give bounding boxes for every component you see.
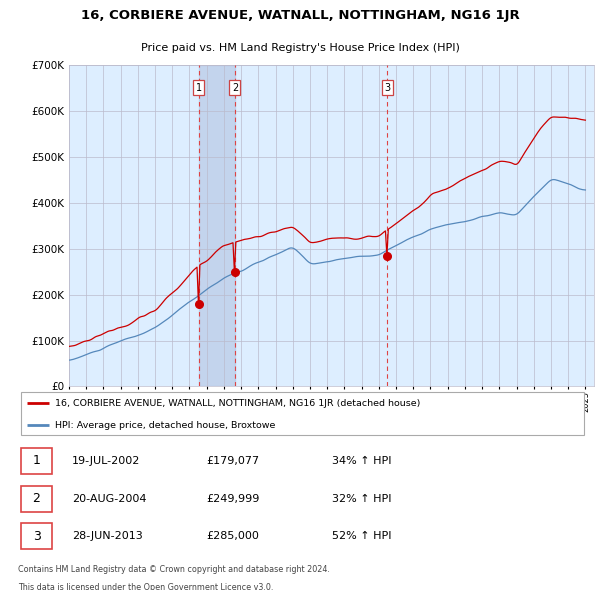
Text: 16, CORBIERE AVENUE, WATNALL, NOTTINGHAM, NG16 1JR (detached house): 16, CORBIERE AVENUE, WATNALL, NOTTINGHAM… — [55, 398, 421, 408]
Text: This data is licensed under the Open Government Licence v3.0.: This data is licensed under the Open Gov… — [18, 583, 274, 590]
Text: 1: 1 — [32, 454, 40, 467]
Text: £285,000: £285,000 — [206, 532, 259, 541]
Text: 3: 3 — [384, 83, 391, 93]
FancyBboxPatch shape — [21, 523, 52, 549]
Text: £179,077: £179,077 — [206, 456, 259, 466]
Text: HPI: Average price, detached house, Broxtowe: HPI: Average price, detached house, Brox… — [55, 421, 275, 430]
FancyBboxPatch shape — [21, 392, 584, 435]
Text: 1: 1 — [196, 83, 202, 93]
Text: 20-AUG-2004: 20-AUG-2004 — [72, 494, 146, 503]
Text: 34% ↑ HPI: 34% ↑ HPI — [331, 456, 391, 466]
Bar — [199, 65, 235, 386]
FancyBboxPatch shape — [21, 448, 52, 474]
Text: 28-JUN-2013: 28-JUN-2013 — [72, 532, 143, 541]
Text: Contains HM Land Registry data © Crown copyright and database right 2024.: Contains HM Land Registry data © Crown c… — [18, 565, 330, 574]
Text: Price paid vs. HM Land Registry's House Price Index (HPI): Price paid vs. HM Land Registry's House … — [140, 44, 460, 53]
Text: 2: 2 — [32, 492, 40, 505]
Text: 19-JUL-2002: 19-JUL-2002 — [72, 456, 140, 466]
Text: £249,999: £249,999 — [206, 494, 259, 503]
Text: 2: 2 — [232, 83, 238, 93]
Text: 16, CORBIERE AVENUE, WATNALL, NOTTINGHAM, NG16 1JR: 16, CORBIERE AVENUE, WATNALL, NOTTINGHAM… — [80, 9, 520, 22]
Text: 3: 3 — [32, 530, 40, 543]
FancyBboxPatch shape — [21, 486, 52, 512]
Text: 32% ↑ HPI: 32% ↑ HPI — [331, 494, 391, 503]
Text: 52% ↑ HPI: 52% ↑ HPI — [331, 532, 391, 541]
